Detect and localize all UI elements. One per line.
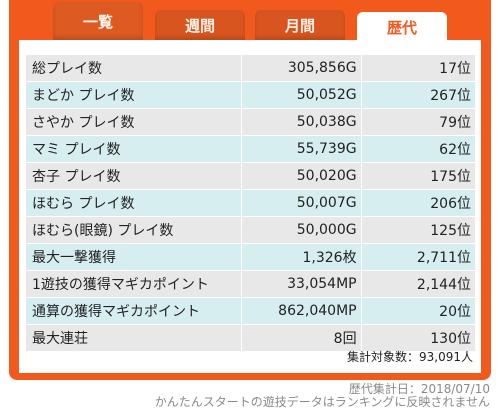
easy-start-note: かんたんスタートの遊技データはランキングに反映されません bbox=[154, 395, 490, 409]
stats-row: 最大一撃獲得 1,326枚 2,711位 bbox=[25, 243, 477, 271]
stats-row: さやか プレイ数 50,038G 79位 bbox=[25, 108, 477, 136]
stat-rank: 206位 bbox=[360, 189, 477, 217]
stat-label: 通算の獲得マギカポイント bbox=[25, 297, 242, 325]
stats-row: 最大連荘 8回 130位 bbox=[25, 324, 477, 352]
stat-label: さやか プレイ数 bbox=[25, 108, 242, 136]
stat-value: 862,040MP bbox=[240, 297, 362, 325]
tab-all-time[interactable]: 歴代 bbox=[357, 12, 447, 42]
tab-weekly[interactable]: 週間 bbox=[155, 10, 245, 40]
stat-value: 8回 bbox=[240, 324, 362, 352]
tab-monthly[interactable]: 月間 bbox=[255, 10, 345, 40]
stats-panel: 総プレイ数 305,856G 17位 まどか プレイ数 50,052G 267位 さやか プ… bbox=[19, 40, 481, 373]
tab-overview[interactable]: 一覧 bbox=[53, 2, 143, 40]
stats-row: マミ プレイ数 55,739G 62位 bbox=[25, 135, 477, 163]
stat-label: ほむら プレイ数 bbox=[25, 189, 242, 217]
stat-rank: 20位 bbox=[360, 297, 477, 325]
stats-row: 総プレイ数 305,856G 17位 bbox=[25, 54, 477, 82]
stat-label: 総プレイ数 bbox=[25, 54, 242, 82]
period-tabs: 一覧 週間 月間 歴代 bbox=[9, 0, 491, 44]
stat-value: 1,326枚 bbox=[240, 243, 362, 271]
stat-value: 33,054MP bbox=[240, 270, 362, 298]
stats-row: ほむら プレイ数 50,007G 206位 bbox=[25, 189, 477, 217]
stat-rank: 17位 bbox=[360, 54, 477, 82]
footer-notes: 歴代集計日：2018/07/10 かんたんスタートの遊技データはランキングに反映… bbox=[155, 383, 490, 409]
stat-value: 50,007G bbox=[240, 189, 362, 217]
stat-rank: 125位 bbox=[360, 216, 477, 244]
stat-value: 50,052G bbox=[240, 81, 362, 109]
ranking-frame: 一覧 週間 月間 歴代 総プレイ数 305,856G 17位 まどか プレイ数 50,0… bbox=[9, 0, 491, 380]
stat-label: マミ プレイ数 bbox=[25, 135, 242, 163]
stat-label: 最大一撃獲得 bbox=[25, 243, 242, 271]
stat-rank: 2,711位 bbox=[360, 243, 477, 271]
stat-label: 1遊技の獲得マギカポイント bbox=[25, 270, 242, 298]
stat-label: 最大連荘 bbox=[25, 324, 242, 352]
stat-value: 50,038G bbox=[240, 108, 362, 136]
stats-row: 1遊技の獲得マギカポイント 33,054MP 2,144位 bbox=[25, 270, 477, 298]
aggregation-date: 歴代集計日：2018/07/10 bbox=[348, 382, 490, 396]
stat-rank: 175位 bbox=[360, 162, 477, 190]
stats-table: 総プレイ数 305,856G 17位 まどか プレイ数 50,052G 267位 さやか プ… bbox=[25, 54, 477, 352]
stat-rank: 267位 bbox=[360, 81, 477, 109]
stat-rank: 2,144位 bbox=[360, 270, 477, 298]
stat-value: 50,020G bbox=[240, 162, 362, 190]
stat-label: ほむら(眼鏡) プレイ数 bbox=[25, 216, 242, 244]
stat-value: 55,739G bbox=[240, 135, 362, 163]
stat-value: 305,856G bbox=[240, 54, 362, 82]
stats-row: 杏子 プレイ数 50,020G 175位 bbox=[25, 162, 477, 190]
stat-value: 50,000G bbox=[240, 216, 362, 244]
stat-label: まどか プレイ数 bbox=[25, 81, 242, 109]
total-participants: 集計対象数：93,091人 bbox=[347, 350, 473, 364]
stat-rank: 130位 bbox=[360, 324, 477, 352]
stat-rank: 62位 bbox=[360, 135, 477, 163]
stats-row: 通算の獲得マギカポイント 862,040MP 20位 bbox=[25, 297, 477, 325]
stat-label: 杏子 プレイ数 bbox=[25, 162, 242, 190]
stats-row: まどか プレイ数 50,052G 267位 bbox=[25, 81, 477, 109]
stat-rank: 79位 bbox=[360, 108, 477, 136]
stats-row: ほむら(眼鏡) プレイ数 50,000G 125位 bbox=[25, 216, 477, 244]
